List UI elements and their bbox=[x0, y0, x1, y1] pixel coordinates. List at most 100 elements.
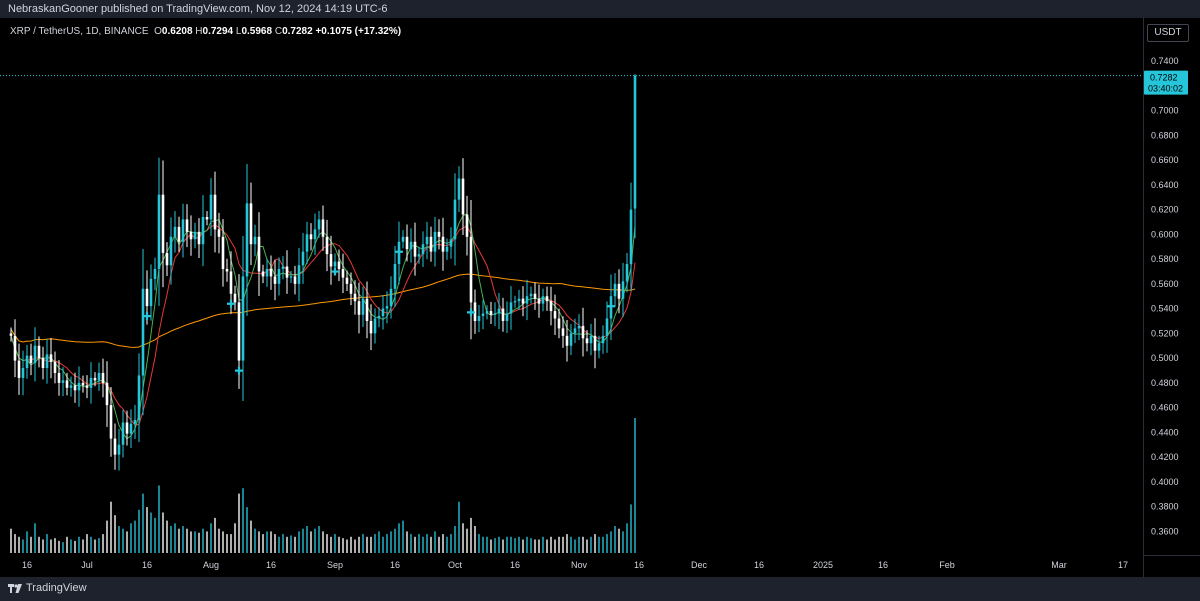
volume-bar bbox=[226, 534, 228, 553]
volume-bar bbox=[362, 534, 364, 553]
price-tick-label: 0.6000 bbox=[1151, 229, 1179, 239]
candle-body bbox=[253, 236, 257, 245]
candle-body bbox=[613, 283, 617, 297]
volume-bar bbox=[222, 531, 224, 553]
legend-high-label: H bbox=[195, 26, 203, 37]
time-axis[interactable] bbox=[0, 555, 1143, 577]
price-tick-label: 0.4600 bbox=[1151, 403, 1179, 413]
candle-body bbox=[509, 302, 513, 314]
volume-bar bbox=[402, 520, 404, 553]
candle-body bbox=[237, 302, 241, 361]
volume-bar bbox=[354, 539, 356, 553]
candle-body bbox=[381, 308, 385, 317]
volume-bar bbox=[202, 528, 204, 553]
signal-marker bbox=[395, 247, 403, 256]
candle-body bbox=[485, 311, 489, 314]
volume-bar bbox=[618, 528, 620, 553]
volume-bar bbox=[274, 534, 276, 553]
volume-bar bbox=[234, 523, 236, 553]
volume-bar bbox=[382, 536, 384, 553]
volume-bar bbox=[518, 536, 520, 553]
volume-bar bbox=[446, 536, 448, 553]
volume-bar bbox=[574, 539, 576, 553]
candle-body bbox=[9, 333, 13, 336]
volume-bar bbox=[154, 517, 156, 553]
volume-bar bbox=[550, 536, 552, 553]
candle-body bbox=[61, 380, 65, 383]
candle-body bbox=[493, 313, 497, 315]
volume-bar bbox=[166, 520, 168, 553]
candle-body bbox=[301, 251, 305, 266]
volume-bar bbox=[170, 526, 172, 553]
volume-bar bbox=[46, 534, 48, 553]
candle-body bbox=[433, 231, 437, 252]
volume-bar bbox=[358, 536, 360, 553]
candle-body bbox=[353, 293, 357, 302]
candle-body bbox=[221, 236, 225, 269]
volume-bar bbox=[142, 493, 144, 553]
candle-body bbox=[193, 231, 197, 240]
volume-bar bbox=[254, 528, 256, 553]
time-tick-label: Oct bbox=[448, 560, 463, 570]
candle-body bbox=[41, 358, 45, 369]
candle-body bbox=[77, 382, 81, 391]
price-axis[interactable] bbox=[1143, 18, 1200, 555]
ma-mid-line bbox=[10, 224, 636, 426]
signal-marker bbox=[235, 366, 243, 375]
candle-body bbox=[385, 306, 389, 309]
volume-bar bbox=[218, 528, 220, 553]
price-tick-label: 0.5000 bbox=[1151, 353, 1179, 363]
volume-bar bbox=[586, 539, 588, 553]
candle-body bbox=[361, 298, 365, 315]
candle-body bbox=[557, 318, 561, 329]
candle-body bbox=[549, 301, 553, 312]
candle-body bbox=[537, 298, 541, 304]
volume-bar bbox=[386, 534, 388, 553]
volume-bar bbox=[342, 538, 344, 553]
tradingview-brand[interactable]: TradingView bbox=[8, 582, 87, 594]
candle-body bbox=[333, 261, 337, 267]
currency-button[interactable]: USDT bbox=[1147, 24, 1189, 42]
volume-bar bbox=[414, 536, 416, 553]
volume-bar bbox=[262, 534, 264, 553]
volume-bar bbox=[174, 523, 176, 553]
candle-body bbox=[213, 194, 217, 230]
price-tick-label: 0.5400 bbox=[1151, 304, 1179, 314]
volume-bar bbox=[350, 536, 352, 553]
volume-bar bbox=[434, 531, 436, 553]
chart-area[interactable] bbox=[0, 18, 1143, 555]
candle-body bbox=[269, 268, 273, 277]
time-tick-label: 16 bbox=[510, 560, 520, 570]
volume-bar bbox=[582, 536, 584, 553]
legend-low: 0.5968 bbox=[241, 26, 273, 37]
candle-body bbox=[577, 325, 581, 329]
price-tick-label: 0.4200 bbox=[1151, 452, 1179, 462]
candle-body bbox=[357, 301, 361, 315]
volume-bar bbox=[250, 520, 252, 553]
price-tick-label: 0.7400 bbox=[1151, 56, 1179, 66]
volume-bar bbox=[490, 539, 492, 553]
candle-body bbox=[541, 296, 545, 304]
volume-bar bbox=[314, 528, 316, 553]
ma-slow-line bbox=[10, 273, 636, 348]
candle-body bbox=[325, 236, 329, 255]
candle-body bbox=[633, 75, 637, 209]
volume-bar bbox=[50, 539, 52, 553]
candle-body bbox=[189, 231, 193, 240]
volume-bar bbox=[558, 536, 560, 553]
candle-body bbox=[277, 268, 281, 284]
volume-bar bbox=[454, 526, 456, 553]
legend-change: +0.1075 (+17.32%) bbox=[315, 26, 402, 37]
candle-body bbox=[625, 264, 629, 282]
candle-body bbox=[601, 335, 605, 344]
time-tick-label: Dec bbox=[691, 560, 708, 570]
candle-body bbox=[37, 345, 41, 359]
last-price-badge bbox=[1144, 70, 1188, 95]
candle-body bbox=[129, 423, 133, 434]
time-tick-label: 16 bbox=[390, 560, 400, 570]
legend-high: 0.7294 bbox=[202, 26, 234, 37]
candle-body bbox=[17, 360, 21, 378]
bottom-bar bbox=[0, 577, 1200, 601]
volume-bar bbox=[458, 501, 460, 553]
